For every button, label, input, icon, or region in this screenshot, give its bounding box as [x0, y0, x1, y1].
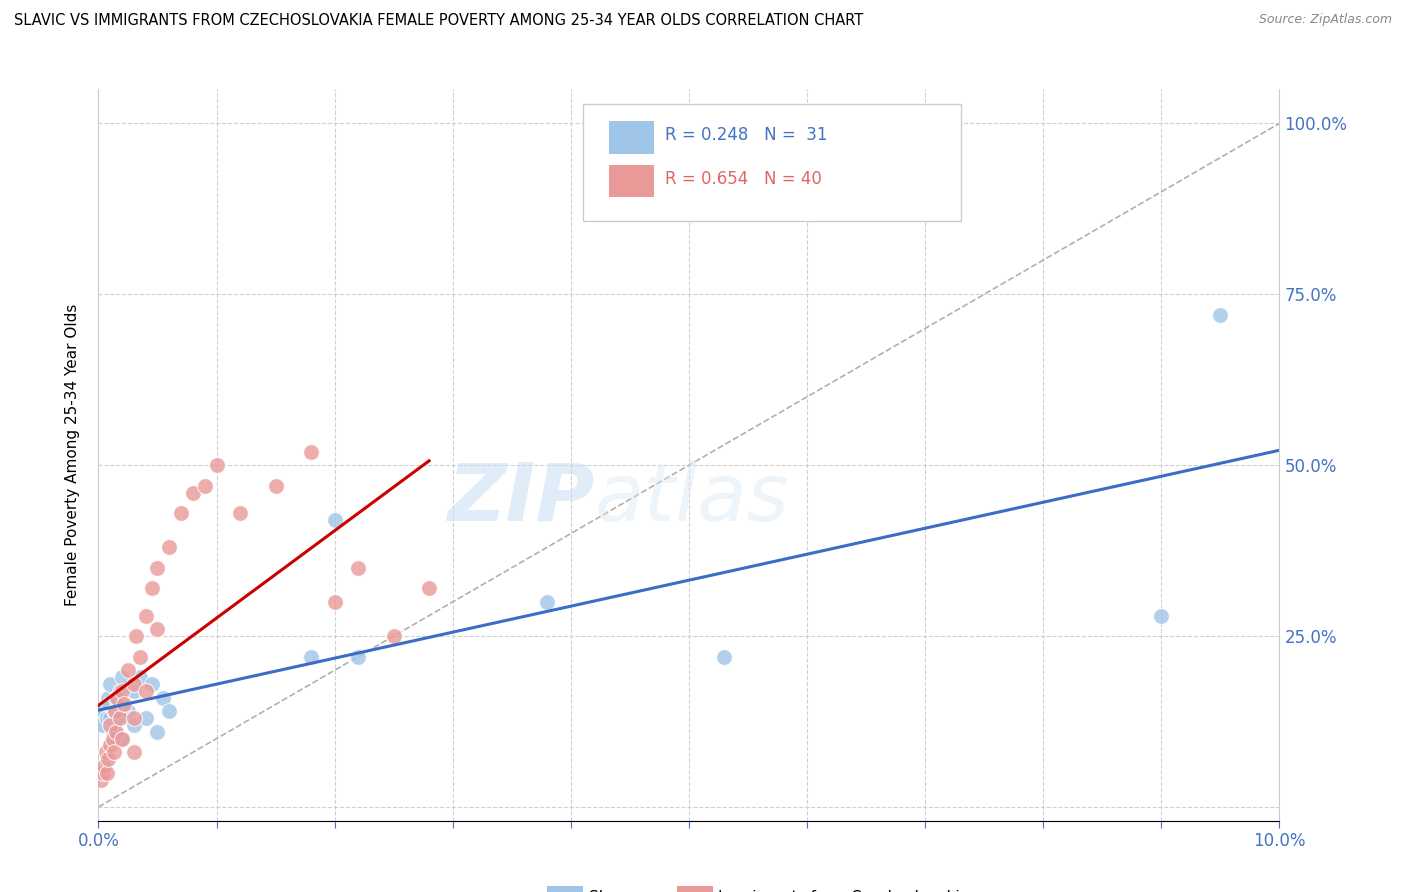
- Point: [101, 731, 124, 746]
- Point: [97, 752, 120, 766]
- Text: R = 0.248   N =  31: R = 0.248 N = 31: [665, 126, 828, 144]
- Point: [105, 690, 128, 705]
- Point: [105, 690, 128, 705]
- Point: [111, 731, 134, 746]
- Point: [111, 670, 134, 684]
- Point: [181, 485, 204, 500]
- Point: [536, 595, 558, 609]
- Point: [194, 478, 217, 492]
- Point: [323, 595, 346, 609]
- Point: [135, 683, 157, 698]
- FancyBboxPatch shape: [547, 887, 582, 892]
- Point: [93, 704, 115, 718]
- Point: [112, 698, 135, 712]
- FancyBboxPatch shape: [582, 103, 960, 221]
- FancyBboxPatch shape: [609, 164, 654, 197]
- Point: [135, 608, 157, 623]
- Point: [103, 704, 125, 718]
- Point: [111, 731, 134, 746]
- Point: [146, 622, 169, 636]
- Point: [103, 745, 125, 759]
- Point: [122, 683, 145, 698]
- Text: atlas: atlas: [595, 459, 789, 538]
- Point: [105, 711, 128, 725]
- Point: [122, 718, 145, 732]
- Point: [382, 629, 405, 643]
- Point: [146, 560, 169, 574]
- Point: [264, 478, 287, 492]
- Point: [299, 444, 322, 458]
- FancyBboxPatch shape: [609, 120, 654, 153]
- Text: ZIP: ZIP: [447, 459, 595, 538]
- Point: [93, 759, 115, 773]
- Point: [128, 649, 150, 664]
- Text: Immigrants from Czechoslovakia: Immigrants from Czechoslovakia: [718, 890, 970, 892]
- Point: [97, 690, 120, 705]
- Y-axis label: Female Poverty Among 25-34 Year Olds: Female Poverty Among 25-34 Year Olds: [65, 304, 80, 606]
- Point: [108, 683, 131, 698]
- Point: [98, 698, 121, 712]
- Text: Slavs: Slavs: [589, 890, 628, 892]
- Point: [170, 506, 193, 520]
- Point: [117, 704, 139, 718]
- Point: [122, 745, 145, 759]
- Point: [98, 711, 121, 725]
- Point: [141, 677, 163, 691]
- Point: [104, 704, 127, 718]
- Point: [713, 649, 735, 664]
- Point: [108, 711, 131, 725]
- Point: [98, 718, 121, 732]
- Point: [135, 711, 157, 725]
- Point: [111, 683, 134, 698]
- Point: [105, 724, 128, 739]
- Point: [91, 718, 114, 732]
- Point: [152, 690, 174, 705]
- Point: [96, 765, 118, 780]
- FancyBboxPatch shape: [678, 887, 713, 892]
- Point: [128, 670, 150, 684]
- Point: [205, 458, 228, 472]
- Point: [299, 649, 322, 664]
- Text: SLAVIC VS IMMIGRANTS FROM CZECHOSLOVAKIA FEMALE POVERTY AMONG 25-34 YEAR OLDS CO: SLAVIC VS IMMIGRANTS FROM CZECHOSLOVAKIA…: [14, 13, 863, 29]
- Point: [94, 745, 117, 759]
- Text: R = 0.654   N = 40: R = 0.654 N = 40: [665, 170, 823, 188]
- Point: [91, 765, 114, 780]
- Point: [347, 649, 370, 664]
- Point: [122, 677, 145, 691]
- Point: [1209, 308, 1232, 322]
- Point: [122, 711, 145, 725]
- Point: [125, 629, 148, 643]
- Text: Source: ZipAtlas.com: Source: ZipAtlas.com: [1258, 13, 1392, 27]
- Point: [96, 711, 118, 725]
- Point: [111, 698, 134, 712]
- Point: [347, 560, 370, 574]
- Point: [418, 581, 440, 595]
- Point: [98, 739, 121, 753]
- Point: [157, 704, 180, 718]
- Point: [117, 663, 139, 677]
- Point: [323, 513, 346, 527]
- Point: [146, 724, 169, 739]
- Point: [141, 581, 163, 595]
- Point: [98, 677, 121, 691]
- Point: [101, 724, 124, 739]
- Point: [157, 540, 180, 554]
- Point: [90, 772, 112, 787]
- Point: [229, 506, 252, 520]
- Point: [1150, 608, 1173, 623]
